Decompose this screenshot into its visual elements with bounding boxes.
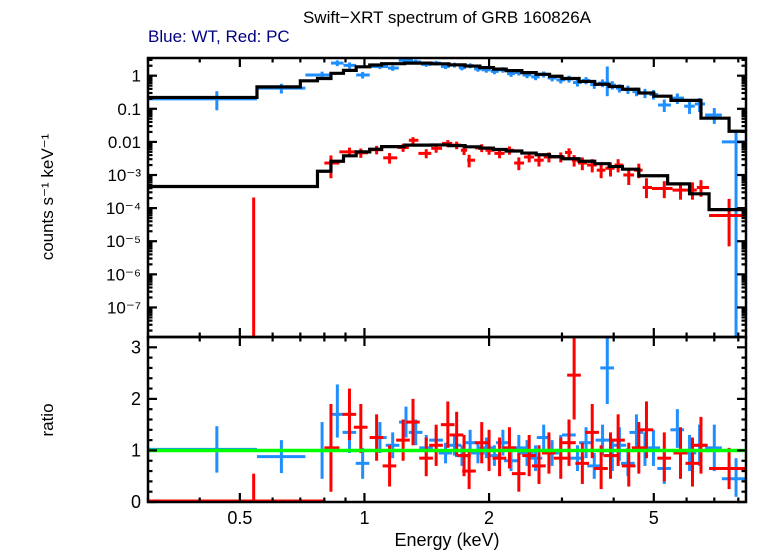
wt-model-line — [148, 61, 746, 133]
svg-text:10⁻⁵: 10⁻⁵ — [106, 232, 141, 251]
ratio-panel — [148, 337, 746, 502]
svg-text:1: 1 — [132, 67, 141, 86]
plot-title: Swift−XRT spectrum of GRB 160826A — [302, 8, 592, 27]
svg-text:10⁻³: 10⁻³ — [107, 166, 141, 185]
spectrum-panel — [148, 58, 746, 337]
pc-ratio-series — [148, 337, 746, 502]
pc-model-line — [148, 143, 746, 212]
svg-text:1: 1 — [359, 508, 369, 528]
svg-text:2: 2 — [484, 508, 494, 528]
x-axis-label: Energy (keV) — [394, 530, 500, 550]
svg-text:0.1: 0.1 — [117, 100, 141, 119]
axes — [146, 56, 748, 504]
svg-text:10⁻⁶: 10⁻⁶ — [106, 265, 141, 284]
svg-text:0.5: 0.5 — [227, 508, 252, 528]
svg-text:2: 2 — [131, 389, 141, 409]
svg-text:3: 3 — [131, 337, 141, 357]
tick-labels: 0.5 1 2 5 1 0.1 0.01 10⁻³ 10⁻⁴ 10⁻⁵ 10⁻⁶ 10⁻⁷ 0 1 2 3 — [106, 67, 659, 528]
svg-text:0.01: 0.01 — [108, 133, 141, 152]
svg-text:10⁻⁷: 10⁻⁷ — [107, 298, 141, 317]
svg-text:10⁻⁴: 10⁻⁴ — [106, 199, 141, 218]
y-axis-label-counts: counts s⁻¹ keV⁻¹ — [38, 133, 57, 261]
plot-subtitle: Blue: WT, Red: PC — [148, 27, 290, 46]
svg-text:5: 5 — [649, 508, 659, 528]
y-axis-label-ratio: ratio — [38, 403, 57, 437]
svg-text:1: 1 — [131, 440, 141, 460]
wt-data-series — [148, 58, 746, 337]
svg-text:0: 0 — [131, 492, 141, 512]
